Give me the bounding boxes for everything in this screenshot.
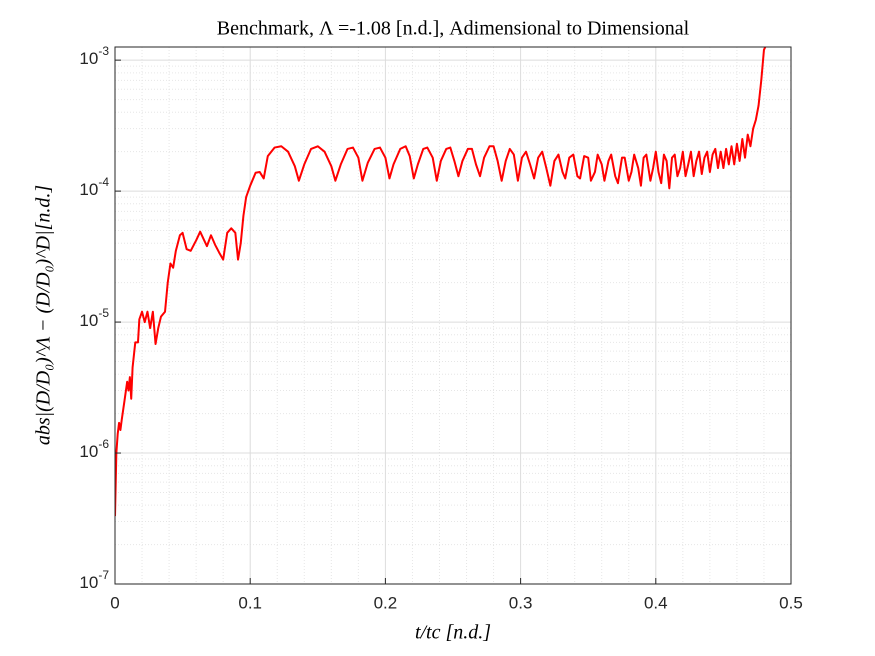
x-tick-label: 0.2 [374, 593, 398, 612]
y-tick-base: 10 [79, 312, 98, 331]
y-tick-exponent: -5 [98, 306, 109, 320]
x-tick-label: 0.3 [509, 593, 533, 612]
y-tick-base: 10 [79, 181, 98, 200]
y-tick-exponent: -3 [98, 44, 109, 58]
y-tick-base: 10 [79, 443, 98, 462]
y-tick-label: 10-6 [79, 437, 109, 461]
x-tick-label: 0.4 [644, 593, 668, 612]
y-tick-exponent: -6 [98, 437, 109, 451]
y-tick-label: 10-4 [79, 175, 109, 199]
plot-area [115, 47, 791, 584]
data [115, 47, 767, 517]
x-axis-label: t/tc [n.d.] [415, 622, 491, 644]
y-tick-exponent: -7 [98, 568, 109, 582]
axes-box [114, 46, 792, 585]
x-tick-label: 0 [110, 593, 119, 612]
y-tick-label: 10-7 [79, 568, 109, 592]
y-tick-label: 10-3 [79, 44, 109, 68]
y-tick-base: 10 [79, 573, 98, 592]
chart-title: Benchmark, Λ =-1.08 [n.d.], Adimensional… [217, 18, 690, 40]
x-tick-label: 0.1 [238, 593, 262, 612]
y-tick-base: 10 [79, 50, 98, 69]
y-axis-label: abs|(D/D₀)^Λ − (D/D₀)^D|[n.d.] [33, 185, 55, 445]
y-tick-exponent: -4 [98, 175, 109, 189]
y-tick-label: 10-5 [79, 306, 109, 330]
labels: 0 0.1 0.2 0.3 0.4 0.510-710-610-510-410-3 [79, 44, 802, 612]
data-line [115, 47, 767, 517]
x-tick-label: 0.5 [779, 593, 803, 612]
